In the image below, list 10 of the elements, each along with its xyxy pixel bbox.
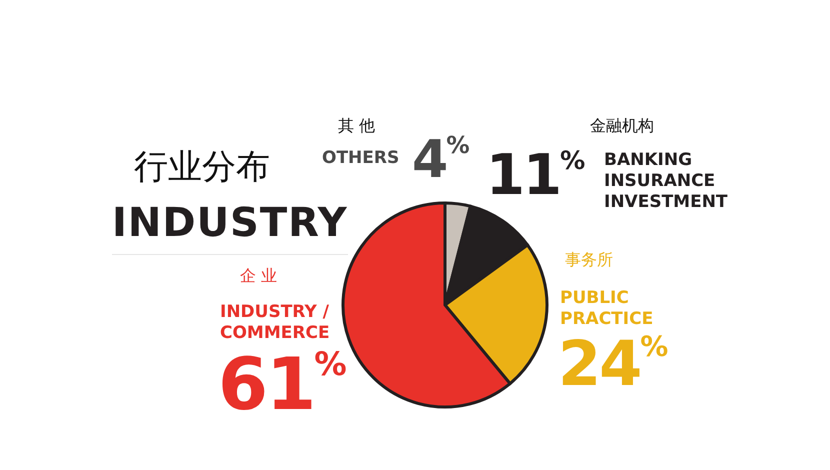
slice-label: 金融机构 BANKING INSURANCE INVESTMENT [590,116,728,213]
data-label: 4% [412,130,468,190]
data-label: 24% [558,327,666,400]
slice-label: 其 他 OTHERS [322,116,400,169]
text: INDUSTRY [112,200,348,255]
text: 行业分布 [134,146,270,189]
slice-label: 事务所 PUBLIC PRACTICE [560,250,654,330]
data-label: 11% [486,143,584,208]
slice-label: 企 业 INDUSTRY / COMMERCE [220,266,330,344]
data-label: 61% [218,342,345,426]
